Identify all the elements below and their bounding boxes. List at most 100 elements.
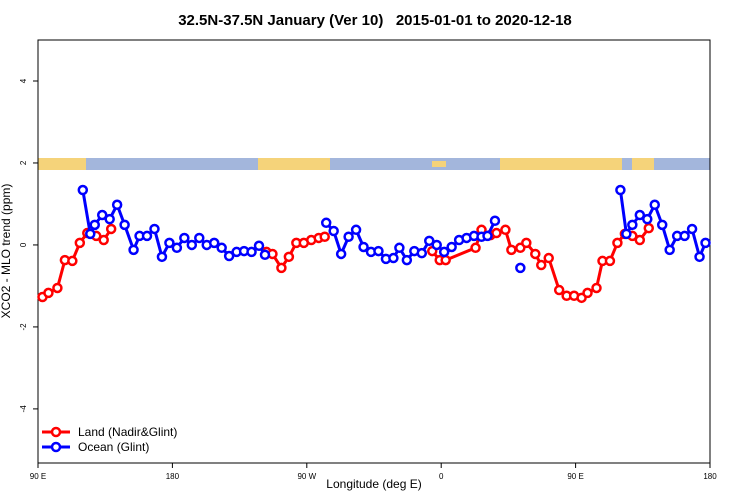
data-point bbox=[104, 213, 115, 225]
data-point bbox=[52, 282, 63, 294]
data-point bbox=[582, 287, 593, 299]
data-point bbox=[85, 228, 96, 240]
data-point bbox=[350, 224, 362, 236]
y-tick-label: -4 bbox=[19, 405, 28, 413]
data-point bbox=[470, 242, 481, 254]
data-point bbox=[489, 215, 501, 227]
data-point bbox=[67, 255, 78, 267]
data-point bbox=[246, 246, 257, 258]
data-point bbox=[149, 223, 160, 235]
y-tick-label: 2 bbox=[19, 160, 28, 165]
data-point bbox=[649, 199, 660, 211]
data-point bbox=[89, 219, 100, 231]
data-point bbox=[105, 223, 117, 235]
data-point bbox=[186, 239, 198, 251]
x-tick-label: 180 bbox=[703, 472, 717, 481]
chart-title: 32.5N-37.5N January (Ver 10) 2015-01-01 … bbox=[178, 12, 572, 29]
x-tick-label: 0 bbox=[439, 472, 444, 481]
data-point bbox=[440, 254, 451, 266]
x-tick-label: 90 E bbox=[30, 472, 46, 481]
data-point bbox=[700, 237, 711, 249]
data-point bbox=[223, 250, 235, 262]
data-point bbox=[128, 244, 139, 256]
data-point bbox=[74, 237, 86, 249]
land-band bbox=[632, 158, 654, 170]
data-point bbox=[679, 230, 690, 242]
data-point bbox=[642, 213, 653, 225]
y-tick-label: 0 bbox=[19, 242, 28, 247]
data-point bbox=[194, 232, 205, 244]
legend: Land (Nadir&Glint)Ocean (Glint) bbox=[42, 425, 177, 454]
data-point bbox=[394, 242, 405, 254]
data-point bbox=[500, 224, 511, 236]
data-point bbox=[141, 230, 153, 242]
x-tick-label: 180 bbox=[166, 472, 180, 481]
data-point bbox=[521, 237, 532, 249]
plot-frame bbox=[37, 39, 711, 464]
data-point bbox=[319, 231, 330, 242]
data-point bbox=[686, 223, 698, 235]
data-point bbox=[627, 219, 638, 231]
data-point bbox=[373, 245, 384, 257]
data-point bbox=[164, 237, 175, 249]
legend-label: Land (Nadir&Glint) bbox=[78, 425, 177, 439]
data-point bbox=[694, 251, 705, 263]
land-band bbox=[500, 158, 622, 170]
data-point bbox=[320, 217, 332, 229]
land-band bbox=[258, 158, 330, 170]
legend-label: Ocean (Glint) bbox=[78, 440, 149, 454]
data-point bbox=[515, 262, 526, 274]
data-point bbox=[98, 234, 109, 246]
data-point bbox=[119, 219, 130, 231]
data-point bbox=[643, 222, 655, 234]
data-point bbox=[536, 259, 547, 271]
data-point bbox=[276, 262, 287, 274]
data-point bbox=[179, 232, 190, 244]
land-band bbox=[38, 158, 86, 170]
data-point bbox=[604, 255, 616, 267]
data-point bbox=[553, 284, 565, 296]
y-tick-label: -2 bbox=[19, 323, 28, 331]
data-point bbox=[424, 235, 435, 247]
legend-marker bbox=[50, 441, 62, 453]
data-point bbox=[634, 234, 646, 246]
data-point bbox=[388, 252, 399, 264]
data-point bbox=[416, 247, 428, 259]
x-axis-label: Longitude (deg E) bbox=[326, 477, 421, 491]
data-point bbox=[171, 242, 183, 254]
data-point bbox=[438, 246, 450, 258]
legend-marker bbox=[50, 426, 62, 438]
data-point bbox=[401, 254, 413, 266]
map-strip bbox=[38, 158, 710, 170]
data-point bbox=[543, 252, 554, 264]
data-point bbox=[506, 244, 517, 256]
data-point bbox=[491, 227, 502, 239]
y-axis-label: XCO2 - MLO trend (ppm) bbox=[0, 184, 13, 319]
data-point bbox=[530, 248, 541, 260]
land-band bbox=[432, 161, 446, 167]
data-point bbox=[283, 251, 295, 263]
data-point bbox=[431, 239, 442, 251]
data-point bbox=[446, 241, 457, 253]
data-point bbox=[634, 209, 646, 221]
data-point bbox=[612, 237, 623, 249]
data-point bbox=[156, 251, 168, 263]
x-tick-label: 90 W bbox=[297, 472, 316, 481]
x-tick-label: 90 E bbox=[567, 472, 583, 481]
data-point bbox=[615, 184, 626, 196]
data-point bbox=[482, 230, 493, 242]
data-point bbox=[216, 242, 227, 254]
data-point bbox=[328, 225, 339, 237]
data-point bbox=[358, 241, 369, 253]
data-point bbox=[259, 249, 271, 261]
data-point bbox=[96, 209, 108, 221]
data-point bbox=[111, 199, 123, 211]
data-point bbox=[664, 244, 675, 256]
data-point bbox=[621, 228, 632, 240]
data-point bbox=[656, 219, 668, 231]
y-tick-label: 4 bbox=[19, 78, 28, 83]
data-point bbox=[253, 240, 265, 252]
data-point bbox=[335, 248, 347, 260]
